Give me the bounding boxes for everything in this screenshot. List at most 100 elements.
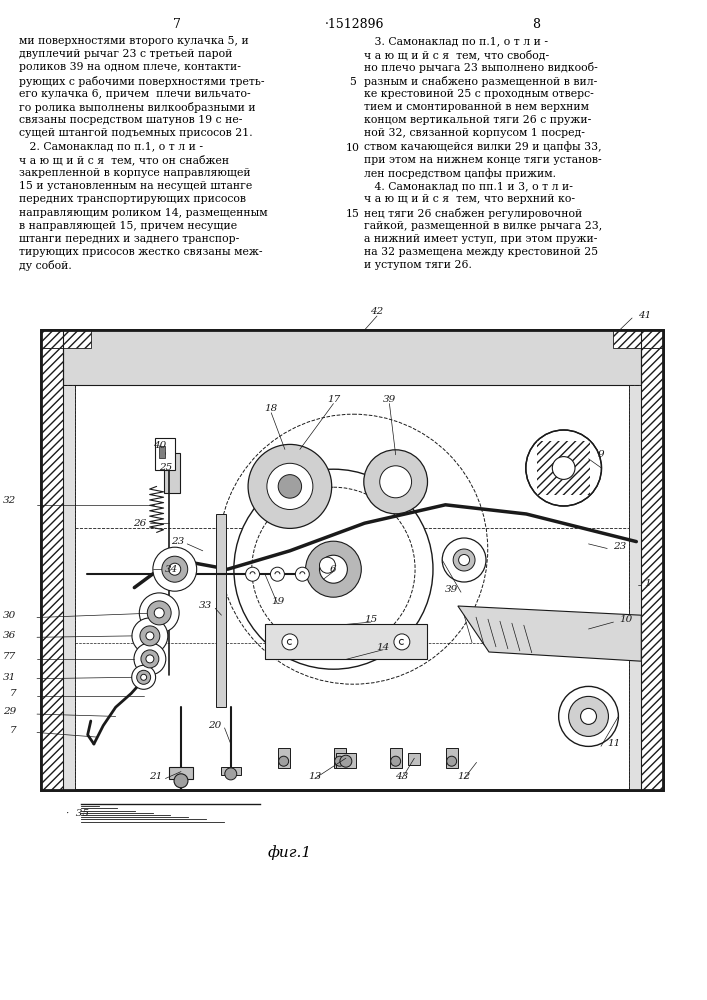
Text: нец тяги 26 снабжен регулировочной: нец тяги 26 снабжен регулировочной: [363, 208, 582, 219]
Circle shape: [391, 756, 401, 766]
Bar: [41, 330, 663, 790]
Text: в направляющей 15, причем несущие: в направляющей 15, причем несущие: [19, 221, 238, 231]
Circle shape: [146, 632, 154, 640]
Text: 10: 10: [619, 615, 633, 624]
Text: 4. Самонаклад по пп.1 и 3, о т л и-: 4. Самонаклад по пп.1 и 3, о т л и-: [363, 181, 573, 191]
Circle shape: [278, 475, 302, 498]
Circle shape: [552, 457, 575, 479]
Text: 12: 12: [457, 772, 471, 781]
Text: штанги передних и заднего транспор-: штанги передних и заднего транспор-: [19, 234, 240, 244]
Bar: [41, 348, 63, 790]
Circle shape: [364, 450, 428, 514]
Circle shape: [169, 563, 181, 575]
Circle shape: [320, 555, 347, 583]
Text: сущей штангой подъемных присосов 21.: сущей штангой подъемных присосов 21.: [19, 128, 252, 138]
Text: 18: 18: [264, 404, 278, 413]
Bar: [390, 748, 402, 768]
Circle shape: [380, 466, 411, 498]
Text: при этом на нижнем конце тяги установ-: при этом на нижнем конце тяги установ-: [363, 155, 601, 165]
Text: но плечо рычага 23 выполнено видкооб-: но плечо рычага 23 выполнено видкооб-: [363, 62, 597, 73]
Text: 36: 36: [3, 631, 16, 640]
Circle shape: [147, 601, 171, 625]
Text: 32: 32: [3, 496, 16, 505]
Text: гайкой, размещенной в вилке рычага 23,: гайкой, размещенной в вилке рычага 23,: [363, 221, 602, 231]
Text: направляющим роликом 14, размещенным: направляющим роликом 14, размещенным: [19, 208, 268, 218]
Text: 15 и установленным на несущей штанге: 15 и установленным на несущей штанге: [19, 181, 252, 191]
Bar: [409, 753, 420, 765]
Text: 39: 39: [382, 394, 396, 403]
Circle shape: [234, 469, 433, 669]
Text: ной 32, связанной корпусом 1 посред-: ной 32, связанной корпусом 1 посред-: [363, 128, 585, 138]
Circle shape: [320, 557, 335, 573]
Circle shape: [279, 756, 288, 766]
Bar: [156, 438, 175, 470]
Text: 14: 14: [377, 643, 390, 652]
Bar: [63, 385, 75, 790]
Bar: [629, 385, 641, 790]
Text: роликов 39 на одном плече, контакти-: роликов 39 на одном плече, контакти-: [19, 62, 241, 72]
Text: 5: 5: [349, 77, 356, 87]
Text: его кулачка 6, причем  плечи вильчато-: его кулачка 6, причем плечи вильчато-: [19, 89, 251, 99]
Circle shape: [245, 567, 259, 581]
Text: 3. Самонаклад по п.1, о т л и -: 3. Самонаклад по п.1, о т л и -: [363, 36, 547, 46]
Text: 26: 26: [134, 519, 147, 528]
Text: связаны посредством шатунов 19 с не-: связаны посредством шатунов 19 с не-: [19, 115, 243, 125]
Bar: [336, 753, 356, 768]
Circle shape: [146, 655, 154, 663]
Bar: [216, 514, 226, 707]
Circle shape: [132, 665, 156, 689]
Circle shape: [153, 547, 197, 591]
Text: ч а ю щ и й с я  тем, что он снабжен: ч а ю щ и й с я тем, что он снабжен: [19, 155, 229, 166]
Text: 7: 7: [9, 689, 16, 698]
Circle shape: [305, 541, 361, 597]
Text: концом вертикальной тяги 26 с пружи-: концом вертикальной тяги 26 с пружи-: [363, 115, 591, 125]
Text: 15: 15: [364, 615, 378, 624]
Bar: [41, 330, 90, 348]
Bar: [41, 330, 663, 348]
Bar: [334, 748, 346, 768]
Text: 40: 40: [153, 440, 166, 450]
Text: ч а ю щ и й с я  тем, что свобод-: ч а ю щ и й с я тем, что свобод-: [363, 49, 549, 60]
Text: 43: 43: [395, 772, 409, 781]
Text: на 32 размещена между крестовиной 25: на 32 размещена между крестовиной 25: [363, 247, 597, 257]
Bar: [221, 767, 240, 775]
Text: тием и смонтированной в нем верхним: тием и смонтированной в нем верхним: [363, 102, 588, 112]
Circle shape: [136, 670, 151, 684]
Text: 30: 30: [3, 611, 16, 620]
Text: ч а ю щ и й с я  тем, что верхний ко-: ч а ю щ и й с я тем, что верхний ко-: [363, 194, 575, 204]
Circle shape: [141, 650, 159, 668]
Text: 23: 23: [614, 542, 626, 551]
Text: 2. Самонаклад по п.1, о т л и -: 2. Самонаклад по п.1, о т л и -: [19, 142, 203, 152]
Circle shape: [140, 626, 160, 646]
Text: 21: 21: [149, 772, 163, 781]
Circle shape: [141, 674, 146, 680]
Text: ду собой.: ду собой.: [19, 260, 72, 271]
Circle shape: [134, 643, 166, 675]
Text: 20: 20: [208, 721, 221, 730]
Circle shape: [162, 556, 188, 582]
Text: тирующих присосов жестко связаны меж-: тирующих присосов жестко связаны меж-: [19, 247, 262, 257]
Text: 39: 39: [445, 585, 458, 594]
Circle shape: [267, 463, 313, 510]
Text: ·  35: · 35: [66, 810, 89, 818]
Text: 7: 7: [9, 726, 16, 735]
Text: 8: 8: [532, 18, 539, 31]
Text: 6: 6: [330, 565, 337, 574]
Text: 42: 42: [370, 308, 384, 316]
Text: закрепленной в корпусе направляющей: закрепленной в корпусе направляющей: [19, 168, 251, 178]
Circle shape: [248, 444, 332, 528]
Text: рующих с рабочими поверхностями треть-: рующих с рабочими поверхностями треть-: [19, 76, 264, 87]
Circle shape: [271, 567, 284, 581]
Text: 13: 13: [308, 772, 322, 781]
Circle shape: [334, 756, 344, 766]
Circle shape: [296, 567, 309, 581]
Circle shape: [139, 593, 179, 633]
Circle shape: [174, 774, 188, 788]
Text: 31: 31: [3, 673, 16, 682]
Text: 33: 33: [199, 601, 212, 610]
Text: 11: 11: [607, 740, 621, 748]
Text: 34: 34: [165, 565, 178, 574]
Circle shape: [154, 608, 164, 618]
Text: 77: 77: [3, 652, 16, 661]
Circle shape: [459, 554, 469, 566]
